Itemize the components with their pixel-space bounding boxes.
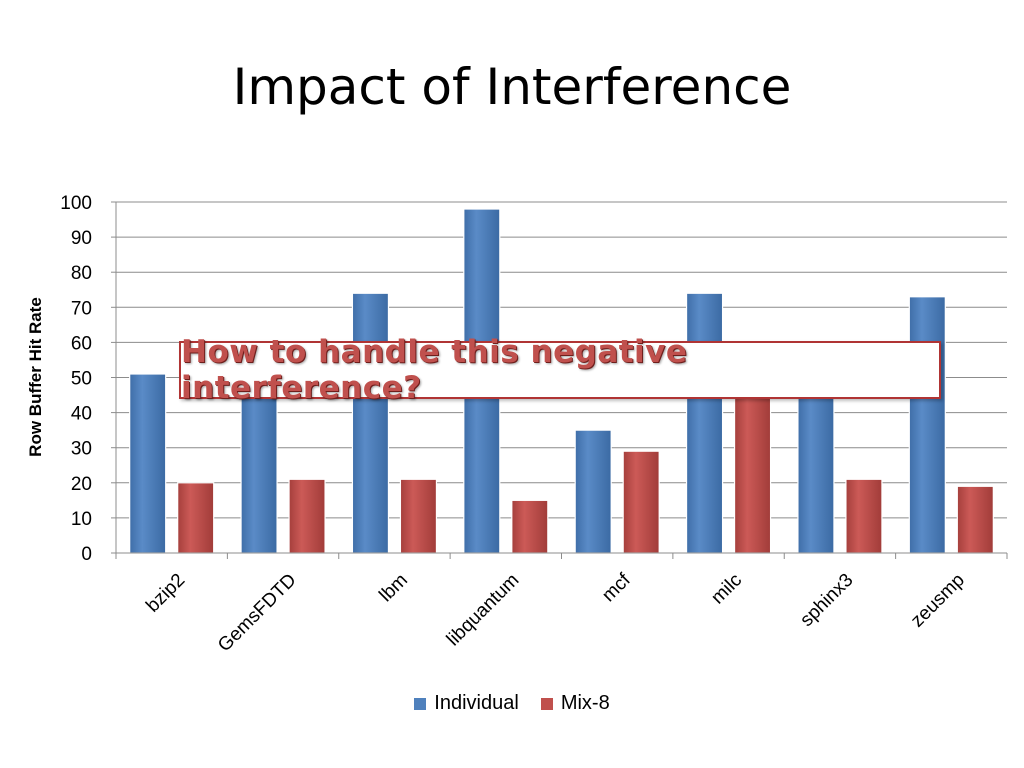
y-tick-label: 100 (60, 193, 92, 214)
bar-mix-8-zeusmp (956, 485, 994, 554)
legend-swatch-individual (414, 697, 427, 710)
bar-mix-8-gemsfdtd (288, 478, 326, 554)
bar-mix-8-bzip2 (177, 482, 215, 554)
bar-mix-8-sphinx3 (845, 478, 883, 554)
y-tick-label: 80 (71, 263, 92, 284)
legend-item-mix-8: Mix-8 (540, 692, 610, 715)
x-tick-label: libquantum (443, 570, 524, 651)
y-tick-label: 30 (71, 439, 92, 460)
legend: Individual Mix-8 (0, 692, 1024, 715)
legend-label-individual: Individual (434, 692, 519, 714)
bar-individual-milc (685, 292, 724, 554)
bar-mix-8-mcf (622, 450, 660, 554)
bar-mix-8-libquantum (511, 499, 549, 554)
legend-swatch-mix-8 (540, 697, 553, 710)
y-tick-label: 10 (71, 509, 92, 530)
y-axis-label: Row Buffer Hit Rate (26, 297, 45, 457)
slide-title: Impact of Interference (232, 58, 792, 116)
bar-mix-8-milc (733, 394, 772, 554)
x-tick-label: sphinx3 (796, 570, 857, 631)
callout-box: How to handle this negative interference… (179, 334, 941, 406)
x-tick-label: lbm (375, 570, 412, 607)
y-tick-label: 20 (71, 474, 92, 495)
bars (129, 208, 994, 554)
bar-individual-mcf (574, 429, 612, 554)
y-tick-label: 90 (71, 228, 92, 249)
bar-individual-bzip2 (129, 373, 167, 554)
bar-mix-8-lbm (399, 478, 438, 554)
bar-individual-gemsfdtd (240, 376, 278, 554)
bar-individual-zeusmp (908, 296, 946, 554)
x-tick-label: bzip2 (142, 570, 189, 617)
y-tick-label: 60 (71, 333, 92, 354)
y-tick-label: 40 (71, 404, 92, 425)
legend-item-individual: Individual (414, 692, 519, 715)
y-tick-label: 50 (71, 369, 92, 390)
y-tick-label: 0 (81, 544, 92, 565)
axes: 0 10 20 30 40 50 60 70 80 90 100 bzip2 GemsFDTD lbm li… (60, 193, 1008, 656)
x-tick-label: mcf (598, 569, 635, 606)
bar-individual-lbm (351, 292, 390, 554)
callout-text: How to handle this negative interference… (181, 334, 688, 406)
y-tick-label: 70 (71, 298, 92, 319)
x-tick-label: GemsFDTD (214, 570, 300, 656)
legend-label-mix-8: Mix-8 (560, 692, 610, 714)
x-tick-label: zeusmp (907, 570, 969, 632)
x-tick-label: milc (707, 570, 746, 609)
